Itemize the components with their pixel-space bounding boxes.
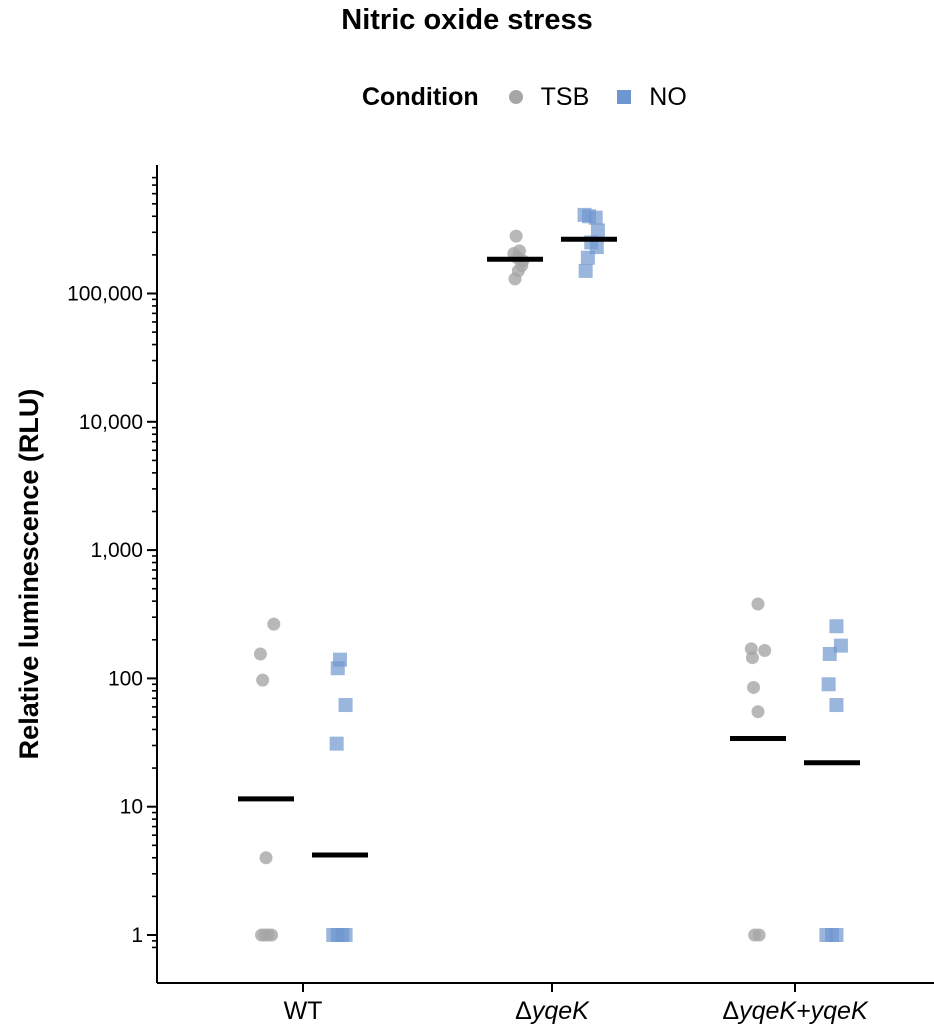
y-tick-label: 10,000 bbox=[79, 411, 143, 434]
y-axis-label: Relative luminescence (RLU) bbox=[14, 389, 44, 760]
y-tick-label: 100,000 bbox=[67, 283, 143, 306]
data-point-tsb bbox=[267, 617, 281, 631]
data-point-tsb bbox=[259, 851, 273, 865]
data-point-no bbox=[588, 210, 603, 225]
data-point-tsb bbox=[751, 597, 765, 611]
data-point-no bbox=[580, 250, 595, 265]
y-tick-label: 10 bbox=[120, 796, 143, 819]
data-point-tsb bbox=[747, 680, 761, 694]
data-point-no bbox=[829, 698, 844, 713]
data-point-no bbox=[329, 736, 344, 751]
x-category-label: ΔyqeK+yqeK bbox=[722, 997, 869, 1025]
legend-label-tsb: TSB bbox=[540, 82, 590, 111]
data-point-tsb bbox=[265, 928, 279, 942]
data-point-tsb bbox=[751, 705, 765, 719]
y-tick-label: 100 bbox=[108, 667, 143, 690]
legend-item-tsb: TSB bbox=[508, 82, 590, 112]
data-point-no bbox=[338, 928, 353, 942]
data-point-no bbox=[330, 661, 345, 676]
data-point-no bbox=[590, 223, 605, 238]
data-point-tsb bbox=[758, 643, 772, 657]
legend-circle-marker bbox=[508, 90, 523, 104]
legend-label-no: NO bbox=[649, 82, 687, 111]
data-point-tsb bbox=[253, 647, 267, 661]
data-point-no bbox=[822, 646, 837, 661]
legend-item-no: NO bbox=[617, 83, 687, 112]
data-point-no bbox=[821, 677, 836, 692]
legend-square-marker bbox=[617, 90, 632, 104]
x-category-label: WT bbox=[284, 997, 323, 1025]
data-point-no bbox=[833, 638, 848, 653]
data-point-tsb bbox=[508, 272, 522, 286]
data-point-tsb bbox=[256, 673, 270, 687]
data-point-tsb bbox=[745, 651, 759, 665]
y-tick-label: 1 bbox=[131, 924, 143, 947]
y-tick-label: 1,000 bbox=[90, 539, 143, 562]
chart-title: Nitric oxide stress bbox=[341, 4, 593, 36]
legend: Condition TSB NO bbox=[362, 82, 715, 112]
data-point-no bbox=[829, 619, 844, 634]
data-point-no bbox=[829, 928, 844, 942]
legend-title: Condition bbox=[362, 82, 479, 111]
x-category-label: ΔyqeK bbox=[515, 997, 590, 1025]
data-point-no bbox=[338, 698, 353, 713]
data-point-tsb bbox=[752, 928, 766, 942]
data-point-no bbox=[589, 240, 604, 255]
data-point-tsb bbox=[509, 229, 523, 243]
data-point-no bbox=[578, 263, 593, 278]
